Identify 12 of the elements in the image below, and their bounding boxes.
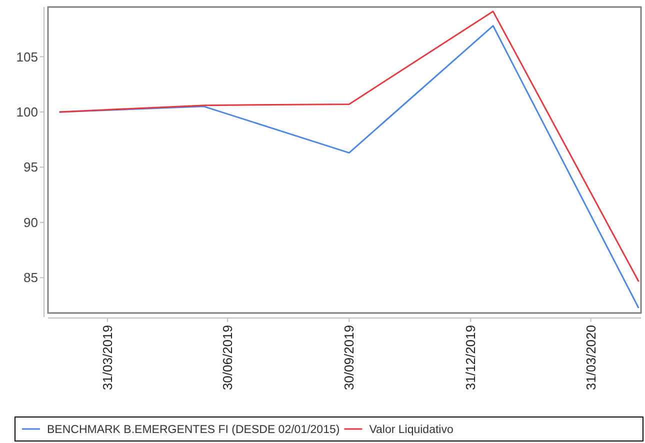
y-tick-label: 85 — [24, 270, 38, 286]
y-tick-label: 90 — [24, 214, 38, 230]
x-tick-label: 31/03/2020 — [583, 325, 598, 390]
legend-label: BENCHMARK B.EMERGENTES FI (DESDE 02/01/2015) — [47, 424, 340, 436]
legend-label: Valor Liquidativo — [369, 424, 454, 436]
x-tick-label: 30/09/2019 — [342, 325, 357, 390]
y-tick-label: 105 — [16, 49, 38, 64]
x-tick-label: 31/12/2019 — [463, 325, 478, 390]
y-tick-label: 100 — [16, 104, 38, 120]
y-tick-label: 95 — [24, 160, 38, 175]
x-tick-label: 30/06/2019 — [220, 325, 236, 390]
x-tick-label: 31/03/2019 — [100, 325, 115, 390]
